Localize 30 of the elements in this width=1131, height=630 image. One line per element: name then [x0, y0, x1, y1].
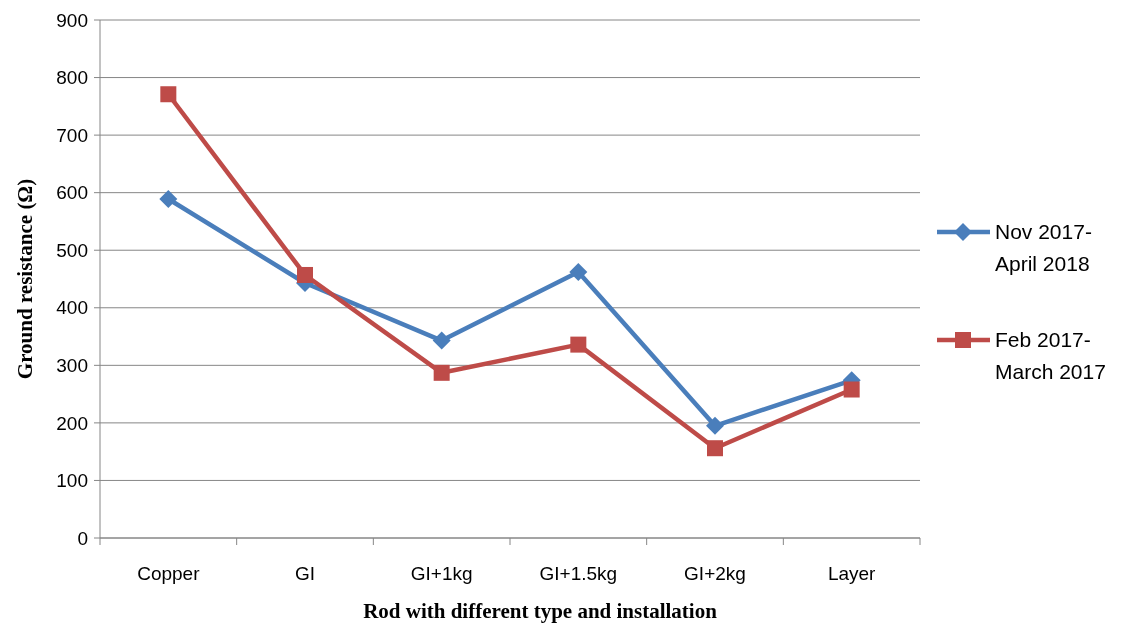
y-tick-label: 300: [56, 354, 88, 376]
legend-label: Nov 2017-April 2018: [995, 220, 1092, 276]
point: [160, 86, 177, 103]
y-tick-label: 800: [56, 67, 88, 89]
x-tick-label: GI: [294, 563, 316, 584]
point: [159, 190, 178, 208]
x-tick-label: GI+1kg: [410, 563, 473, 584]
point: [570, 336, 587, 353]
point: [432, 331, 451, 350]
y-tick-label: 700: [56, 124, 88, 146]
y-tick-label: 900: [56, 9, 88, 31]
point: [707, 440, 723, 457]
point: [297, 266, 313, 283]
y-tick-label: 600: [56, 182, 88, 204]
y-tick-label: 200: [56, 412, 88, 434]
x-axis-title: Rod with different type and installation: [363, 599, 718, 623]
point: [706, 416, 724, 435]
y-tick-label: 400: [56, 297, 88, 319]
y-axis-title: Ground resistance (Ω): [13, 178, 37, 380]
x-tick-label: Layer: [827, 563, 877, 584]
y-tick-label: 500: [56, 239, 88, 261]
x-tick-label: Copper: [137, 563, 201, 584]
point: [843, 381, 860, 398]
x-tick-label: GI+1.5kg: [539, 563, 618, 584]
y-tick-label: 100: [56, 470, 88, 492]
point: [433, 364, 450, 381]
y-tick-label: 0: [77, 527, 88, 549]
legend-label: Feb 2017-March 2017: [995, 328, 1106, 384]
x-tick-label: GI+2kg: [684, 563, 746, 584]
point: [569, 263, 588, 282]
